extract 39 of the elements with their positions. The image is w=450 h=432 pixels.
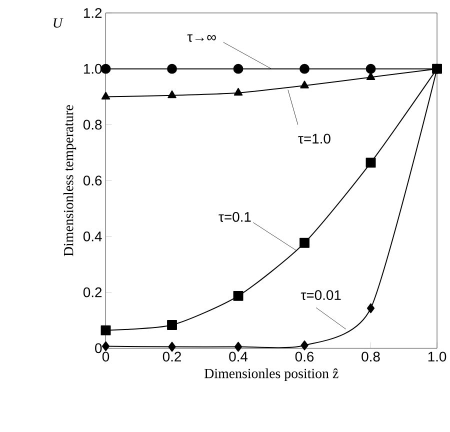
x-tick-label: 0.8 — [362, 352, 380, 362]
point — [168, 342, 176, 352]
point — [300, 64, 310, 74]
x-tick-label: 0 — [102, 352, 110, 362]
y-tick-label: 0.2 — [83, 287, 102, 298]
point — [234, 342, 242, 352]
point — [233, 64, 244, 74]
point — [167, 64, 177, 74]
point — [100, 325, 111, 336]
point — [102, 341, 110, 352]
point — [233, 290, 244, 301]
y-tick-label: 0 — [95, 343, 102, 354]
point — [300, 340, 308, 350]
y-axis-title: Dimensionless temperature — [63, 105, 76, 256]
text: U — [54, 18, 64, 28]
y-tick-label: 1.2 — [84, 8, 102, 18]
y-tick-label: 0.4 — [83, 232, 102, 242]
x-tick-label: 0.6 — [295, 352, 314, 362]
y-tick-label: 0.8 — [83, 120, 102, 130]
point — [300, 80, 309, 88]
x-tick-label: 1.0 — [428, 352, 446, 362]
point — [366, 158, 376, 168]
point — [101, 92, 110, 100]
x-tick-label: 0.2 — [162, 352, 181, 362]
y-tick-label: 1.0 — [84, 64, 102, 74]
y-tick-label: 0.6 — [83, 176, 102, 186]
point — [167, 320, 177, 330]
text: τ=0.01 — [300, 290, 341, 300]
text: τ=1.0 — [298, 134, 330, 144]
point — [100, 64, 111, 74]
point — [234, 88, 243, 96]
point — [168, 90, 176, 98]
series-label: τ→∞ — [187, 34, 216, 42]
point — [300, 238, 310, 248]
x-axis-title: Dimensionles position ẑ — [204, 368, 338, 382]
x-tick-label: 0.4 — [229, 352, 248, 362]
text: τ=0.1 — [218, 212, 251, 222]
point — [366, 64, 376, 74]
point — [366, 303, 375, 314]
